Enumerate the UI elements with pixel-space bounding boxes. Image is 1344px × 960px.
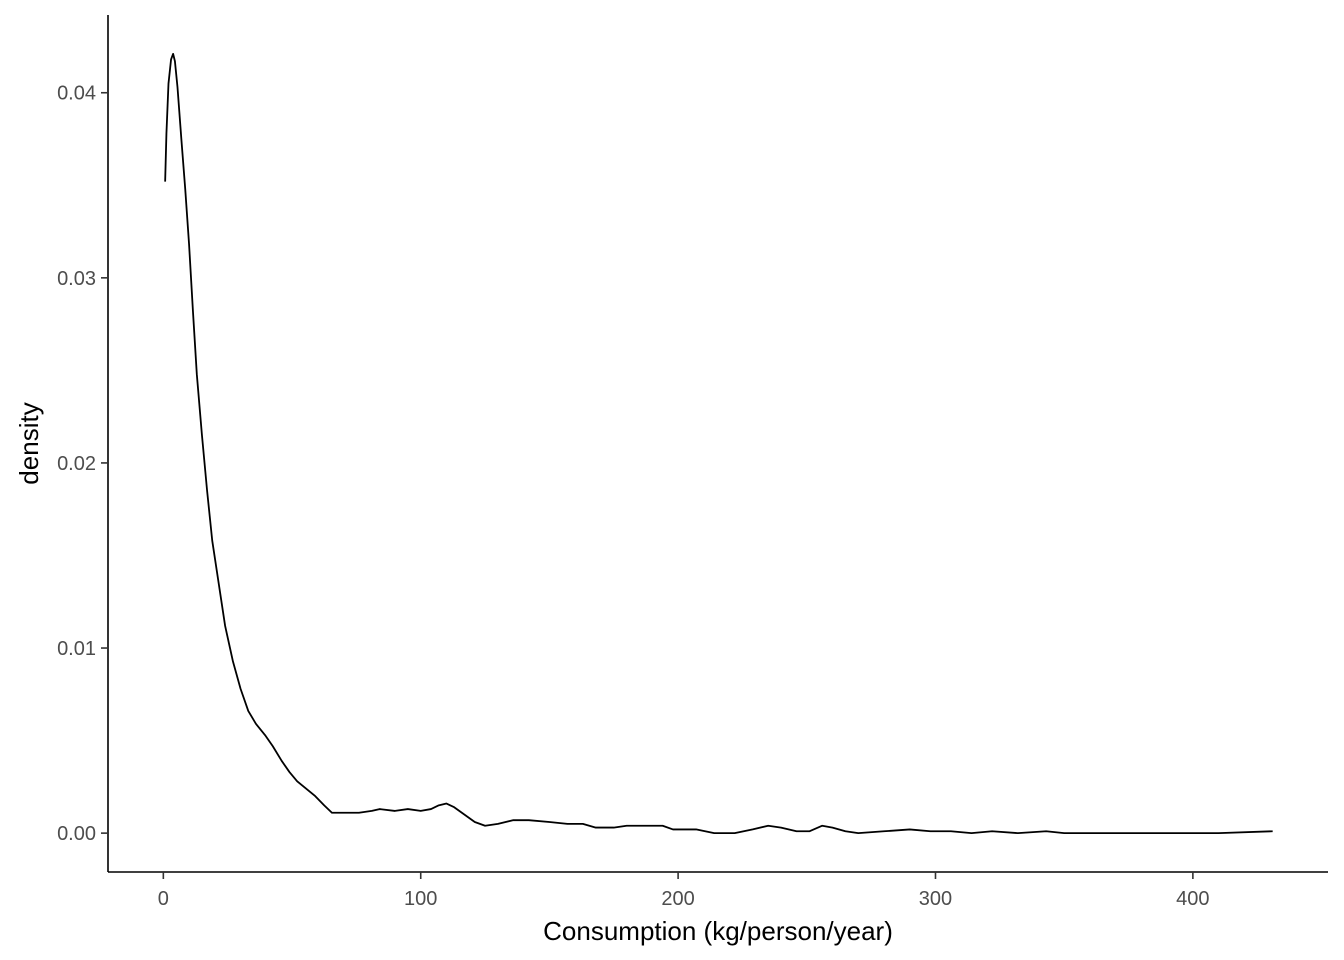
x-tick-label: 100 — [404, 888, 437, 910]
y-tick-label: 0.04 — [57, 83, 96, 105]
x-tick-label: 0 — [158, 888, 169, 910]
y-tick-label: 0.02 — [57, 453, 96, 475]
x-axis-ticks: 0 100 200 300 400 — [158, 872, 1210, 910]
density-curve — [164, 52, 1273, 835]
y-tick-label: 0.03 — [57, 268, 96, 290]
x-tick-label: 400 — [1176, 888, 1209, 910]
x-axis-title: Consumption (kg/person/year) — [543, 916, 893, 946]
y-axis-title: density — [14, 402, 44, 484]
x-tick-label: 200 — [661, 888, 694, 910]
y-tick-label: 0.00 — [57, 823, 96, 845]
x-tick-label: 300 — [919, 888, 952, 910]
y-tick-label: 0.01 — [57, 638, 96, 660]
plot-area — [164, 52, 1273, 835]
y-axis-ticks: 0.00 0.01 0.02 0.03 0.04 — [57, 83, 108, 845]
